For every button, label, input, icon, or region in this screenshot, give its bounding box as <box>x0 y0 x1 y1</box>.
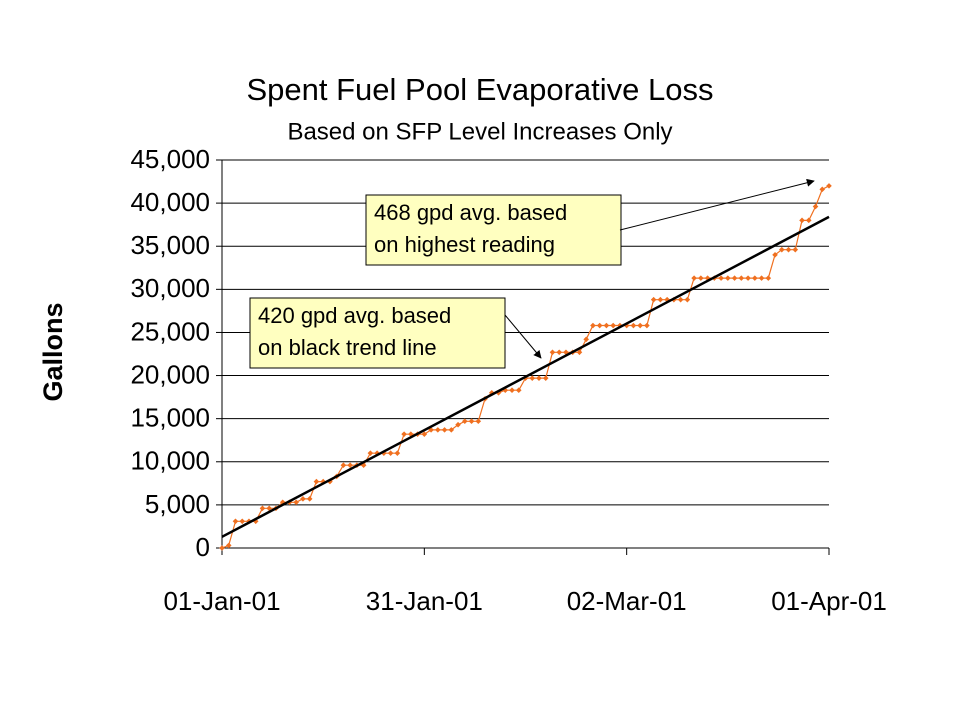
data-point <box>529 375 536 381</box>
y-tick-label: 20,000 <box>130 359 210 389</box>
data-point <box>725 275 731 281</box>
y-tick-label: 35,000 <box>130 230 210 260</box>
data-point <box>752 275 758 281</box>
data-point <box>745 275 751 281</box>
data-point <box>502 387 509 394</box>
data-point <box>313 478 320 485</box>
annotation-box <box>249 297 506 369</box>
data-point <box>684 296 691 303</box>
data-point <box>805 217 812 224</box>
data-point <box>691 275 697 281</box>
data-point <box>718 275 724 281</box>
x-tick-label: 01-Apr-01 <box>771 586 887 616</box>
data-point <box>435 427 441 433</box>
annotation-text: 420 gpd avg. based <box>258 303 451 328</box>
y-tick-label: 0 <box>196 532 210 562</box>
data-point <box>536 375 542 381</box>
data-point <box>778 246 785 253</box>
y-tick-label: 25,000 <box>130 316 210 346</box>
data-point <box>583 336 589 343</box>
data-point <box>731 275 738 281</box>
data-point <box>462 418 468 425</box>
data-point <box>576 349 583 356</box>
data-point <box>394 450 401 456</box>
data-point <box>428 427 434 433</box>
data-point <box>279 499 286 506</box>
data-point <box>812 203 819 210</box>
annotation-text: on highest reading <box>374 232 555 257</box>
data-point <box>367 450 374 456</box>
annotation-text: 468 gpd avg. based <box>374 200 567 225</box>
y-axis-label: Gallons <box>38 302 68 401</box>
data-point <box>677 296 684 303</box>
data-point <box>644 322 650 329</box>
data-point <box>455 421 461 428</box>
data-point <box>475 418 482 425</box>
data-point <box>785 246 792 253</box>
data-point <box>225 542 232 549</box>
data-point <box>542 375 549 381</box>
data-point <box>515 387 522 394</box>
data-point <box>590 322 596 329</box>
data-point <box>259 505 266 512</box>
chart-subtitle: Based on SFP Level Increases Only <box>287 118 672 145</box>
y-tick-label: 40,000 <box>130 187 210 217</box>
data-point <box>421 431 428 437</box>
annotation-box <box>365 194 622 266</box>
data-point <box>596 322 603 329</box>
data-point <box>374 450 380 456</box>
data-point <box>266 505 273 512</box>
annotation-arrow <box>619 178 815 231</box>
data-point <box>758 275 765 281</box>
x-tick-label: 02-Mar-01 <box>567 586 687 616</box>
chart-title: Spent Fuel Pool Evaporative Loss <box>247 72 714 107</box>
y-tick-label: 15,000 <box>130 403 210 433</box>
data-point <box>603 322 610 329</box>
annotation-arrow <box>504 314 542 359</box>
y-tick-label: 5,000 <box>145 489 210 519</box>
x-tick-label: 31-Jan-01 <box>366 586 483 616</box>
data-point <box>387 450 394 456</box>
y-tick-label: 30,000 <box>130 273 210 303</box>
data-point <box>799 217 805 224</box>
data-point <box>826 183 832 189</box>
data-point <box>509 387 515 394</box>
data-point <box>232 518 239 525</box>
data-point <box>468 418 475 425</box>
data-point <box>657 296 664 303</box>
data-point <box>738 275 745 281</box>
data-point <box>340 462 347 469</box>
data-point <box>772 252 778 258</box>
x-tick-label: 01-Jan-01 <box>163 586 280 616</box>
data-point <box>698 275 704 281</box>
data-point <box>637 322 643 329</box>
series-line <box>221 215 830 538</box>
data-point <box>441 427 448 433</box>
data-point <box>610 322 616 329</box>
data-point <box>792 246 799 253</box>
data-point <box>347 462 353 469</box>
data-point <box>239 518 246 525</box>
data-point <box>549 349 556 356</box>
data-point <box>819 186 826 193</box>
y-tick-label: 10,000 <box>130 446 210 476</box>
data-point <box>219 545 225 551</box>
data-point <box>650 296 657 303</box>
data-point <box>556 349 563 356</box>
data-point <box>765 275 772 281</box>
data-point <box>252 518 259 525</box>
data-point <box>293 499 299 506</box>
data-point <box>488 390 495 396</box>
data-point <box>630 322 637 329</box>
y-tick-label: 45,000 <box>130 144 210 174</box>
data-point <box>306 496 313 502</box>
data-point <box>563 349 569 356</box>
data-point <box>401 431 407 437</box>
data-point <box>448 427 455 433</box>
annotation-text: on black trend line <box>258 335 437 360</box>
data-point <box>300 496 306 502</box>
